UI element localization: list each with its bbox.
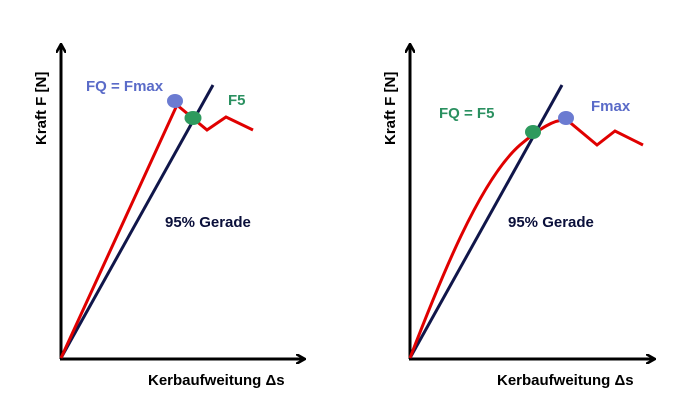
right-x-axis-label: Kerbaufweitung Δs: [497, 372, 634, 389]
left-f5-label: F5: [228, 92, 246, 109]
left-chart: Kraft F [N] Kerbaufweitung Δs FQ = Fmax …: [33, 45, 304, 389]
left-force-curve: [59, 102, 254, 359]
right-gerade-label: 95% Gerade: [508, 214, 594, 231]
right-chart: Kraft F [N] Kerbaufweitung Δs Fmax FQ = …: [382, 45, 654, 389]
left-95-gerade-line: [59, 84, 215, 359]
left-gerade-label: 95% Gerade: [165, 214, 251, 231]
right-fmax-marker: [558, 111, 574, 125]
left-f5-marker: [184, 111, 202, 125]
right-fmax-label: Fmax: [591, 98, 631, 115]
left-y-axis-label: Kraft F [N]: [33, 72, 50, 145]
right-f5-marker: [525, 125, 541, 139]
left-fmax-label: FQ = Fmax: [86, 78, 164, 95]
right-f5-label: FQ = F5: [439, 105, 494, 122]
right-y-axis-label: Kraft F [N]: [382, 72, 399, 145]
left-fmax-marker: [167, 94, 183, 108]
left-x-axis-label: Kerbaufweitung Δs: [148, 372, 285, 389]
right-force-curve: [408, 118, 644, 359]
